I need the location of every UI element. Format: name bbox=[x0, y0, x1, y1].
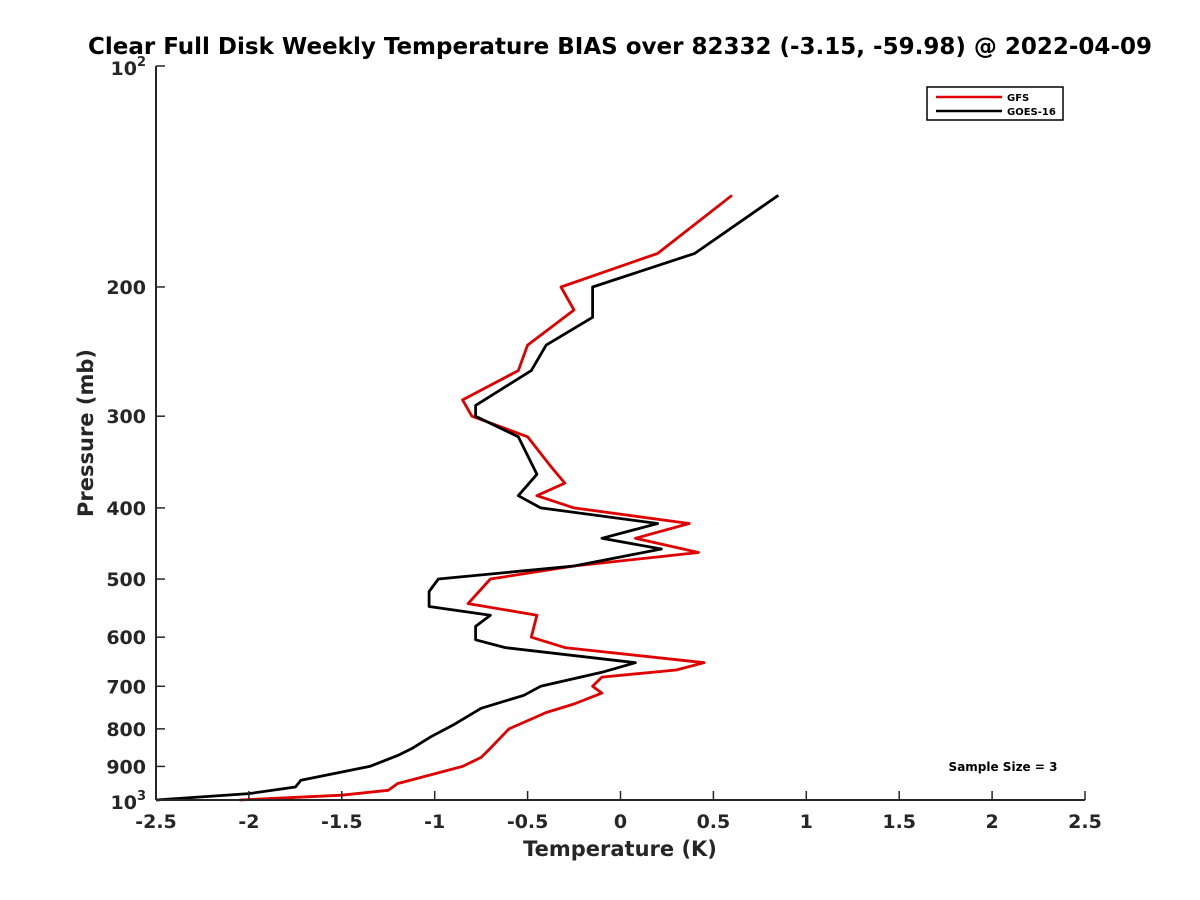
chart-title: Clear Full Disk Weekly Temperature BIAS … bbox=[88, 34, 1152, 60]
y-tick-label: 300 bbox=[106, 406, 146, 428]
legend-label-goes16: GOES-16 bbox=[1007, 107, 1056, 118]
x-tick-label: -0.5 bbox=[507, 811, 549, 833]
legend-box bbox=[926, 86, 1064, 121]
legend-label-gfs: GFS bbox=[1007, 93, 1029, 104]
y-tick-label: 500 bbox=[106, 569, 146, 591]
x-tick-label: 2 bbox=[985, 811, 998, 833]
y-tick-label: 700 bbox=[106, 676, 146, 698]
series-line-goes16 bbox=[155, 194, 780, 802]
y-tick-label: 800 bbox=[106, 719, 146, 741]
y-tick-label-top: 102 bbox=[111, 55, 147, 80]
y-axis-label: Pressure (mb) bbox=[74, 349, 98, 517]
x-tick-label: 1 bbox=[800, 811, 813, 833]
x-tick-label: 0 bbox=[614, 811, 627, 833]
x-tick-label: 0.5 bbox=[697, 811, 731, 833]
y-tick-label: 600 bbox=[106, 627, 146, 649]
legend: GFS GOES-16 bbox=[926, 86, 1064, 121]
y-ticks: 200 300 400 500 600 700 800 900 bbox=[106, 65, 165, 801]
x-tick-label: -1 bbox=[424, 811, 445, 833]
series-line-gfs bbox=[239, 194, 733, 802]
x-tick-label: -1.5 bbox=[321, 811, 363, 833]
y-tick-label: 900 bbox=[106, 756, 146, 778]
x-ticks: -2.5 -2 -1.5 -1 -0.5 0 0.5 1 1.5 2 2.5 bbox=[135, 791, 1102, 833]
x-axis-label: Temperature (K) bbox=[523, 837, 717, 861]
x-tick-label: 1.5 bbox=[882, 811, 916, 833]
y-tick-label: 200 bbox=[106, 277, 146, 299]
y-tick-label: 400 bbox=[106, 498, 146, 520]
x-tick-label: -2.5 bbox=[135, 811, 177, 833]
sample-size-annotation: Sample Size = 3 bbox=[949, 760, 1058, 774]
series-layer bbox=[155, 194, 780, 802]
y-tick-label-bottom: 103 bbox=[111, 789, 147, 814]
x-tick-label: -2 bbox=[238, 811, 259, 833]
x-tick-label: 2.5 bbox=[1068, 811, 1102, 833]
